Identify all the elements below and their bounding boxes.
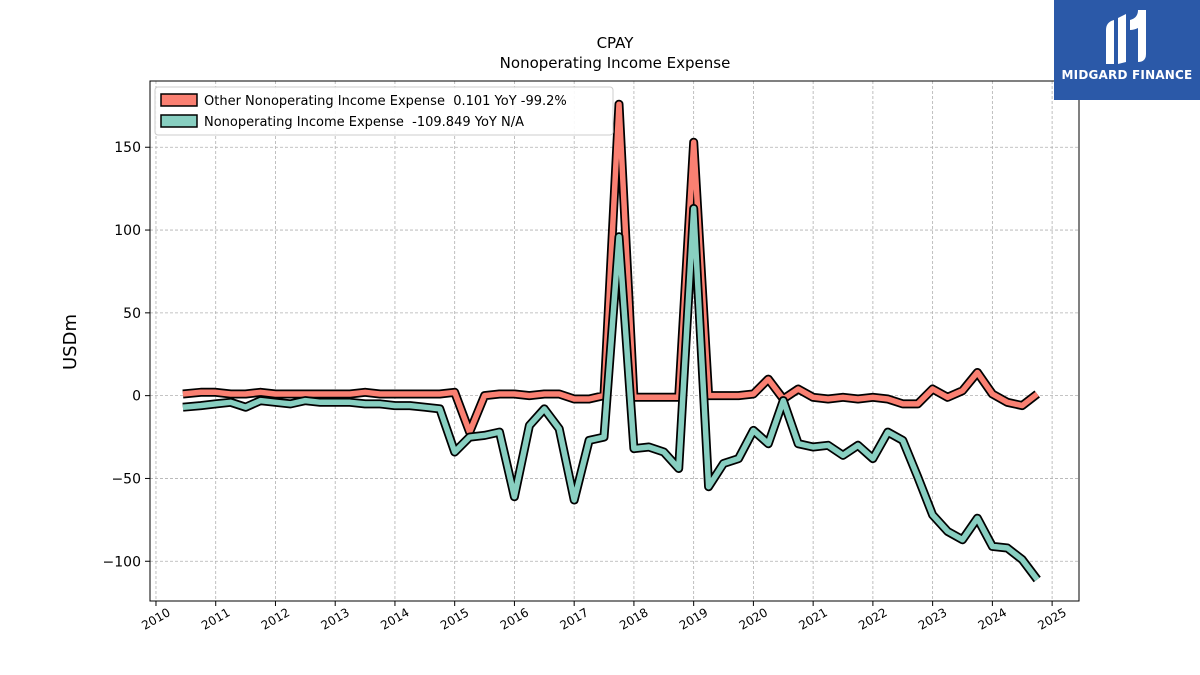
y-tick-label: −50	[111, 471, 141, 487]
y-tick-label: 50	[123, 306, 141, 322]
y-tick-label: 150	[114, 140, 141, 156]
x-tick-label: 2021	[796, 605, 829, 632]
x-tick-label: 2013	[318, 605, 351, 632]
y-tick-label: 100	[114, 223, 141, 239]
plot-frame	[149, 80, 1080, 602]
x-tick-label: 2025	[1035, 605, 1068, 632]
x-tick-label: 2015	[438, 605, 471, 632]
x-tick-label: 2022	[856, 605, 889, 632]
x-tick-label: 2017	[557, 605, 590, 632]
legend-box	[154, 86, 614, 136]
x-tick-label: 2023	[916, 605, 949, 632]
y-axis-label: USDm	[60, 314, 81, 370]
series-line-1	[182, 205, 1040, 582]
x-tick-label: 2019	[677, 605, 710, 632]
legend-label-1: Nonoperating Income Expense -109.849 YoY…	[204, 115, 524, 130]
legend-swatch-1	[160, 114, 198, 128]
brand-name: MIDGARD FINANCE	[1061, 68, 1193, 82]
x-tick-label: 2024	[976, 605, 1009, 632]
legend-label-0: Other Nonoperating Income Expense 0.101 …	[204, 94, 567, 109]
series-line-0	[182, 101, 1039, 435]
x-tick-label: 2011	[199, 605, 232, 632]
x-tick-label: 2010	[139, 605, 172, 632]
x-tick-label: 2016	[498, 605, 531, 632]
legend: Other Nonoperating Income Expense 0.101 …	[154, 86, 614, 136]
midgard-logo-icon	[1106, 10, 1146, 64]
x-tick-label: 2020	[737, 605, 770, 632]
legend-swatch-0	[160, 93, 198, 107]
x-tick-label: 2018	[617, 605, 650, 632]
x-tick-label: 2014	[378, 605, 411, 632]
series-group	[182, 99, 1041, 583]
y-tick-label: −100	[103, 554, 141, 570]
ticks: 2010 2011 2012 2013 2014 2015 2016 2017 2018 2019…	[103, 140, 1069, 632]
chart-subtitle: Nonoperating Income Expense	[500, 54, 731, 72]
x-tick-label: 2012	[259, 605, 292, 632]
brand-logo: MIDGARD FINANCE	[1054, 0, 1200, 100]
chart-title: CPAY	[597, 34, 635, 52]
y-tick-label: 0	[132, 389, 141, 405]
